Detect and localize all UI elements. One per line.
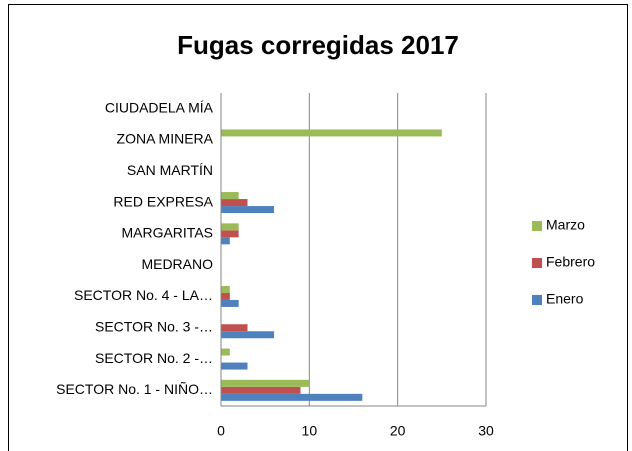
bar [221,393,363,401]
x-tick-label: 0 [217,423,225,439]
y-tick-label: SECTOR No. 3 -… [95,318,213,334]
bar [221,324,248,332]
legend-swatch [532,295,542,305]
y-tick-label: SECTOR No. 2 -… [95,350,213,366]
legend-swatch [532,258,542,268]
bar [221,192,239,200]
bar [221,129,442,137]
bar [221,230,239,238]
y-tick-label: CIUDADELA MÍA [105,99,214,115]
bar [221,348,230,356]
y-tick-label: RED EXPRESA [113,193,213,209]
legend-label: Marzo [546,217,585,233]
chart-title: Fugas corregidas 2017 [177,30,459,60]
y-tick-label: MARGARITAS [121,225,213,241]
bar [221,299,239,307]
chart-frame [8,4,628,451]
bar [221,292,230,300]
y-tick-label: ZONA MINERA [117,131,214,147]
x-tick-label: 10 [302,423,318,439]
x-tick-label: 20 [390,423,406,439]
bar [221,362,248,370]
bar [221,237,230,245]
bar [221,379,310,387]
bar [221,386,301,394]
bar [221,223,239,231]
bar [221,199,248,207]
y-tick-label: SECTOR No. 1 - NIÑO… [56,381,213,397]
bar [221,206,274,214]
legend-swatch [532,221,542,231]
x-tick-label: 30 [478,423,494,439]
bar [221,285,230,293]
y-tick-label: MEDRANO [141,256,213,272]
y-tick-label: SECTOR No. 4 - LA… [74,287,213,303]
bar [221,331,274,339]
legend-label: Febrero [546,254,595,270]
legend-label: Enero [546,291,584,307]
y-tick-label: SAN MARTÍN [127,162,213,178]
